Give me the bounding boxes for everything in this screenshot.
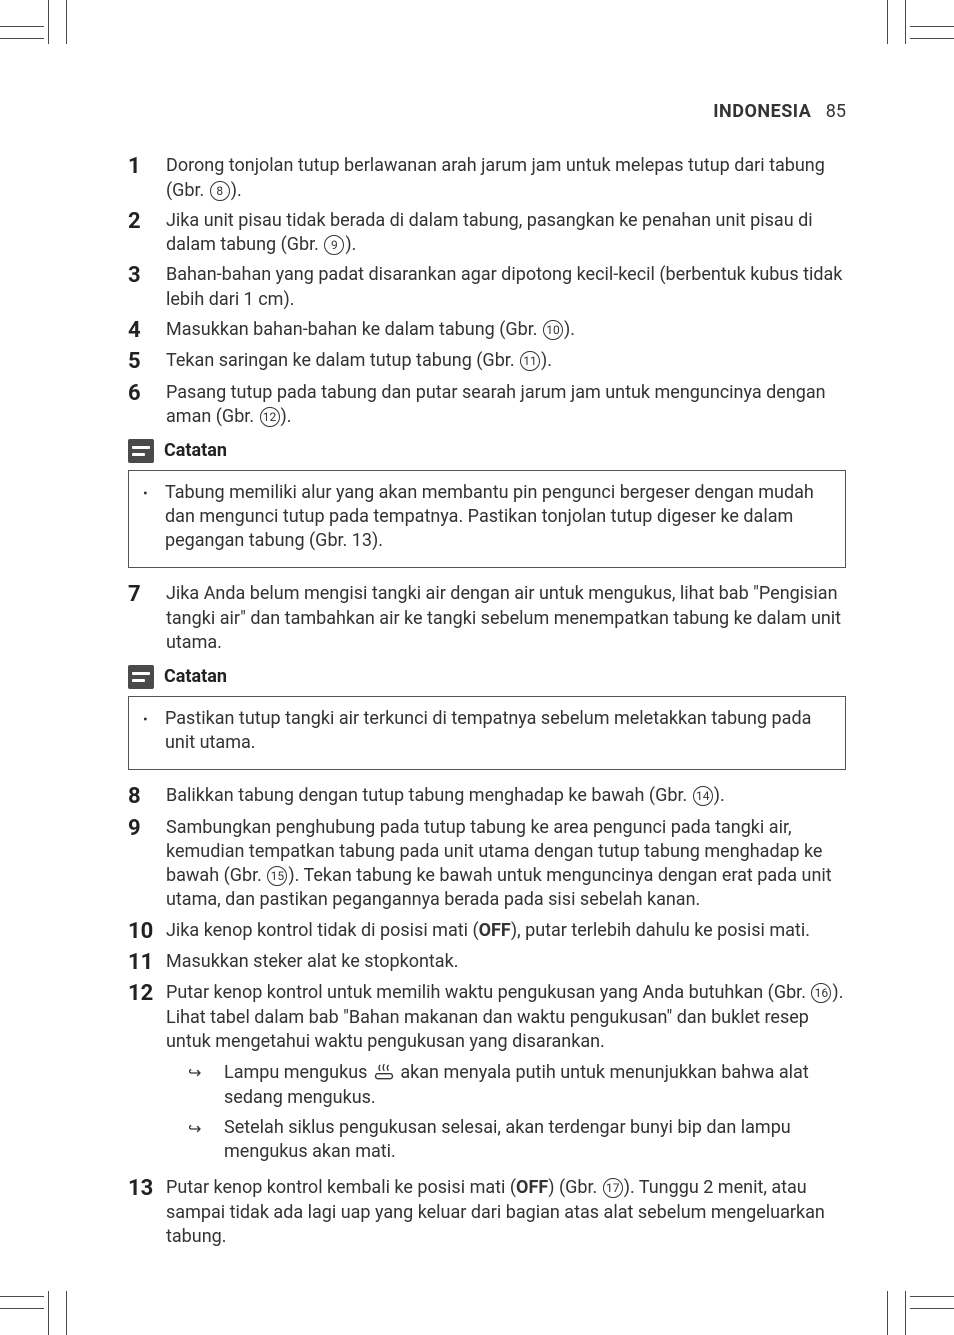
page-content: INDONESIA 85 1 Dorong tonjolan tutup ber… bbox=[0, 0, 954, 1335]
page-header: INDONESIA 85 bbox=[128, 100, 846, 124]
step-10: 10 Jika kenop kontrol tidak di posisi ma… bbox=[128, 919, 846, 944]
step-body: Pasang tutup pada tabung dan putar seara… bbox=[166, 381, 846, 430]
step-number: 1 bbox=[128, 154, 166, 203]
step-number: 2 bbox=[128, 209, 166, 258]
step-1: 1 Dorong tonjolan tutup berlawanan arah … bbox=[128, 154, 846, 203]
figure-ref-10: 10 bbox=[543, 320, 563, 340]
result-arrow-icon: ↪ bbox=[188, 1116, 210, 1165]
step-number: 4 bbox=[128, 318, 166, 343]
step-number: 7 bbox=[128, 582, 166, 655]
sub-list: ↪ Lampu mengukus akan menyala putih untu… bbox=[188, 1060, 846, 1164]
sub-item: ↪ Setelah siklus pengukusan selesai, aka… bbox=[188, 1116, 846, 1165]
step-body: Balikkan tabung dengan tutup tabung meng… bbox=[166, 784, 846, 809]
figure-ref-17: 17 bbox=[603, 1178, 623, 1198]
step-body: Tekan saringan ke dalam tutup tabung (Gb… bbox=[166, 349, 846, 374]
step-6: 6 Pasang tutup pada tabung dan putar sea… bbox=[128, 381, 846, 430]
figure-ref-11: 11 bbox=[520, 351, 540, 371]
step-number: 12 bbox=[128, 981, 166, 1170]
step-number: 11 bbox=[128, 950, 166, 975]
note-block-1: Catatan Tabung memiliki alur yang akan m… bbox=[128, 439, 846, 568]
step-3: 3 Bahan-bahan yang padat disarankan agar… bbox=[128, 263, 846, 312]
step-13: 13 Putar kenop kontrol kembali ke posisi… bbox=[128, 1176, 846, 1249]
step-body: Bahan-bahan yang padat disarankan agar d… bbox=[166, 263, 846, 312]
step-11: 11 Masukkan steker alat ke stopkontak. bbox=[128, 950, 846, 975]
figure-ref-16: 16 bbox=[811, 983, 831, 1003]
step-body: Sambungkan penghubung pada tutup tabung … bbox=[166, 816, 846, 913]
step-body: Masukkan bahan-bahan ke dalam tabung (Gb… bbox=[166, 318, 846, 343]
step-8: 8 Balikkan tabung dengan tutup tabung me… bbox=[128, 784, 846, 809]
note-block-2: Catatan Pastikan tutup tangki air terkun… bbox=[128, 665, 846, 770]
note-icon bbox=[128, 665, 154, 689]
step-body: Jika Anda belum mengisi tangki air denga… bbox=[166, 582, 846, 655]
step-body: Putar kenop kontrol untuk memilih waktu … bbox=[166, 981, 846, 1170]
note-title: Catatan bbox=[164, 439, 227, 463]
step-5: 5 Tekan saringan ke dalam tutup tabung (… bbox=[128, 349, 846, 374]
header-language: INDONESIA bbox=[713, 101, 811, 122]
figure-ref-12: 12 bbox=[260, 407, 280, 427]
note-box: Pastikan tutup tangki air terkunci di te… bbox=[128, 696, 846, 771]
step-body: Jika kenop kontrol tidak di posisi mati … bbox=[166, 919, 846, 944]
figure-ref-8: 8 bbox=[210, 181, 230, 201]
step-9: 9 Sambungkan penghubung pada tutup tabun… bbox=[128, 816, 846, 913]
step-body: Jika unit pisau tidak berada di dalam ta… bbox=[166, 209, 846, 258]
step-4: 4 Masukkan bahan-bahan ke dalam tabung (… bbox=[128, 318, 846, 343]
instruction-list: 7 Jika Anda belum mengisi tangki air den… bbox=[128, 582, 846, 655]
note-title: Catatan bbox=[164, 665, 227, 689]
step-12: 12 Putar kenop kontrol untuk memilih wak… bbox=[128, 981, 846, 1170]
step-body: Masukkan steker alat ke stopkontak. bbox=[166, 950, 846, 975]
steam-icon bbox=[374, 1063, 394, 1081]
note-item: Pastikan tutup tangki air terkunci di te… bbox=[143, 707, 831, 756]
figure-ref-14: 14 bbox=[693, 786, 713, 806]
step-7: 7 Jika Anda belum mengisi tangki air den… bbox=[128, 582, 846, 655]
step-number: 5 bbox=[128, 349, 166, 374]
figure-ref-15: 15 bbox=[267, 866, 287, 886]
figure-ref-13: 13 bbox=[352, 530, 372, 551]
note-box: Tabung memiliki alur yang akan membantu … bbox=[128, 470, 846, 569]
note-icon bbox=[128, 439, 154, 463]
sub-item: ↪ Lampu mengukus akan menyala putih untu… bbox=[188, 1060, 846, 1110]
result-arrow-icon: ↪ bbox=[188, 1060, 210, 1110]
step-number: 10 bbox=[128, 919, 166, 944]
note-header: Catatan bbox=[128, 665, 846, 689]
step-body: Putar kenop kontrol kembali ke posisi ma… bbox=[166, 1176, 846, 1249]
step-number: 3 bbox=[128, 263, 166, 312]
step-body: Dorong tonjolan tutup berlawanan arah ja… bbox=[166, 154, 846, 203]
step-number: 9 bbox=[128, 816, 166, 913]
note-header: Catatan bbox=[128, 439, 846, 463]
step-2: 2 Jika unit pisau tidak berada di dalam … bbox=[128, 209, 846, 258]
step-number: 6 bbox=[128, 381, 166, 430]
figure-ref-9: 9 bbox=[324, 235, 344, 255]
instruction-list: 1 Dorong tonjolan tutup berlawanan arah … bbox=[128, 154, 846, 429]
step-number: 8 bbox=[128, 784, 166, 809]
instruction-list: 8 Balikkan tabung dengan tutup tabung me… bbox=[128, 784, 846, 1249]
step-number: 13 bbox=[128, 1176, 166, 1249]
header-page-number: 85 bbox=[826, 101, 846, 122]
note-item: Tabung memiliki alur yang akan membantu … bbox=[143, 481, 831, 554]
